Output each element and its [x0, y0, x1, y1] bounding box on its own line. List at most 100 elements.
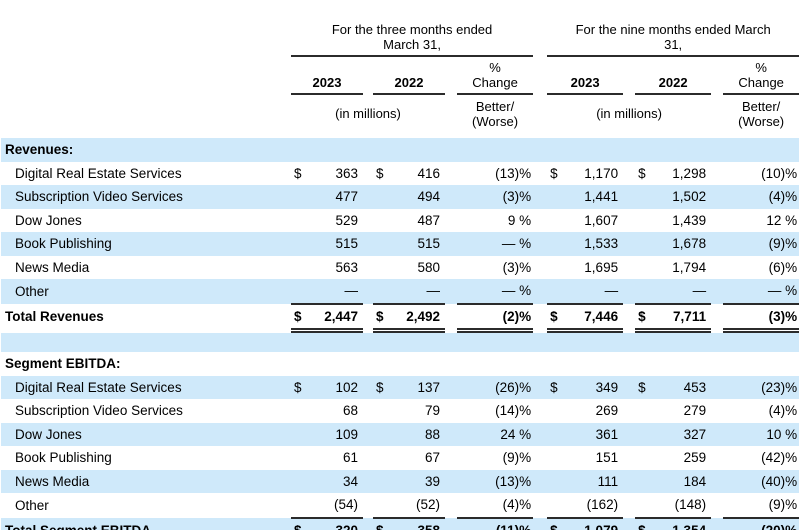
nine-months-group-header: For the nine months ended March 31,: [547, 6, 800, 57]
currency-symbol: [547, 209, 565, 233]
currency-symbol: $: [638, 165, 646, 181]
pct-change-cell: (2)%: [457, 303, 534, 333]
spacer-cell: [711, 399, 723, 423]
section-label: Revenues:: [1, 138, 291, 162]
spacer-cell: [623, 446, 635, 470]
pct-change-cell: 10 %: [723, 422, 800, 446]
pct-change-cell: (4)%: [768, 403, 798, 418]
value-cell: 1,079: [565, 517, 624, 530]
row-subscription-video-services: Subscription Video Services 477 494 (3)%…: [1, 185, 800, 209]
spacer-cell: [445, 304, 457, 331]
value-cell: 1,441: [565, 185, 624, 209]
value-cell: 1,439: [672, 212, 707, 228]
row-label: Other: [1, 279, 291, 304]
currency-symbol: [373, 469, 391, 493]
value-cell: 349: [565, 375, 624, 399]
spacer-cell: [363, 209, 373, 233]
pct-change-cell: — %: [723, 279, 800, 305]
row-label: News Media: [15, 259, 90, 275]
value-cell: 79: [424, 403, 440, 418]
value-cell: (148): [653, 493, 712, 519]
row-other-revenues: Other — — — % — — — %: [1, 279, 800, 305]
row-label: News Media: [1, 469, 291, 493]
currency-symbol: [635, 256, 653, 280]
row-spacer: [1, 330, 800, 352]
pct-change-cell: (14)%: [495, 403, 532, 418]
worse-line: (Worse): [472, 113, 519, 129]
spacer-cell: [533, 279, 548, 304]
spacer-cell: [711, 209, 723, 233]
currency-symbol: $: [376, 165, 384, 181]
value-cell: 151: [595, 450, 619, 465]
pct-change-cell: (3)%: [457, 185, 534, 209]
value-cell: 1,794: [672, 259, 707, 275]
row-dow-jones: Dow Jones 529 487 9 % 1,607 1,439 12 %: [1, 209, 799, 233]
spacer-cell: [711, 185, 724, 209]
spacer-cell: [711, 469, 724, 493]
spacer-cell: [711, 304, 723, 331]
value-cell: 529: [335, 212, 358, 228]
pct-change-word: Change: [472, 75, 518, 90]
value-cell: 1,170: [584, 165, 619, 181]
row-label: Other: [15, 497, 49, 513]
currency-symbol: [547, 232, 566, 256]
spacer-cell: [623, 279, 636, 304]
spacer-cell: [363, 256, 373, 280]
row-digital-real-estate-services: Digital Real Estate Services $ 363 $ 416…: [1, 162, 799, 186]
row-label: Subscription Video Services: [1, 185, 291, 209]
pct-change-cell: (9)%: [502, 450, 532, 465]
currency-symbol: [291, 493, 309, 519]
pct-change-cell: (3)%: [502, 259, 532, 275]
spacer-cell: [363, 185, 373, 209]
pct-change-cell: 24 %: [457, 422, 534, 446]
spacer-cell: [363, 375, 373, 399]
row-book-publishing: Book Publishing 515 515 — % 1,533 1,678 …: [1, 232, 800, 256]
currency-symbol: [373, 446, 391, 470]
pct-change-cell: (42)%: [761, 450, 798, 465]
spacer-cell: [363, 232, 373, 256]
spacer-cell: [533, 304, 547, 331]
value-cell: 269: [595, 403, 619, 418]
currency-symbol: [373, 256, 391, 280]
worse-line: (Worse): [738, 113, 785, 129]
row-label: Total Segment EBITDA: [1, 517, 291, 530]
spacer-cell: [1, 330, 800, 352]
spacer-cell: [445, 446, 457, 470]
row-total-segment-ebitda: Total Segment EBITDA $ 320 $ 358 (11)% $…: [1, 517, 800, 530]
value-cell: 515: [309, 232, 363, 256]
value-cell: 2,447: [309, 303, 363, 333]
col-header-2022: 2022: [373, 56, 445, 95]
pct-change-cell: (11)%: [457, 517, 534, 530]
currency-symbol: [635, 185, 654, 209]
spacer-cell: [623, 469, 636, 493]
row-label: Book Publishing: [15, 450, 112, 465]
currency-symbol: $: [547, 517, 566, 530]
pct-change-cell: 9 %: [507, 212, 532, 228]
currency-symbol: [547, 446, 565, 470]
value-cell: 320: [309, 517, 363, 530]
spacer-cell: [445, 279, 457, 304]
spacer-cell: [623, 162, 635, 186]
spacer-cell: [533, 517, 548, 530]
row-ebitda-digital-real-estate-services: Digital Real Estate Services $ 102 $ 137…: [1, 375, 800, 399]
spacer-cell: [623, 375, 636, 399]
currency-symbol: [291, 185, 309, 209]
value-cell: 361: [565, 422, 624, 446]
spacer-cell: [363, 422, 373, 446]
currency-symbol: $: [294, 165, 302, 181]
spacer-cell: [533, 469, 548, 493]
currency-symbol: $: [635, 375, 654, 399]
currency-symbol: [547, 422, 566, 446]
pct-change-cell: (13)%: [495, 165, 532, 181]
spacer-cell: [623, 232, 636, 256]
pct-change-cell: (4)%: [457, 493, 534, 519]
currency-symbol: [635, 469, 654, 493]
pct-change-cell: (20)%: [723, 517, 800, 530]
year-header-row: 2023 2022 % Change 2023 2022 % Change: [1, 56, 800, 95]
currency-symbol: [547, 399, 565, 423]
pct-change-cell: (23)%: [723, 375, 800, 399]
spacer-cell: [445, 422, 457, 446]
currency-symbol: [373, 232, 391, 256]
spacer-cell: [445, 162, 457, 186]
value-cell: 61: [342, 450, 358, 465]
